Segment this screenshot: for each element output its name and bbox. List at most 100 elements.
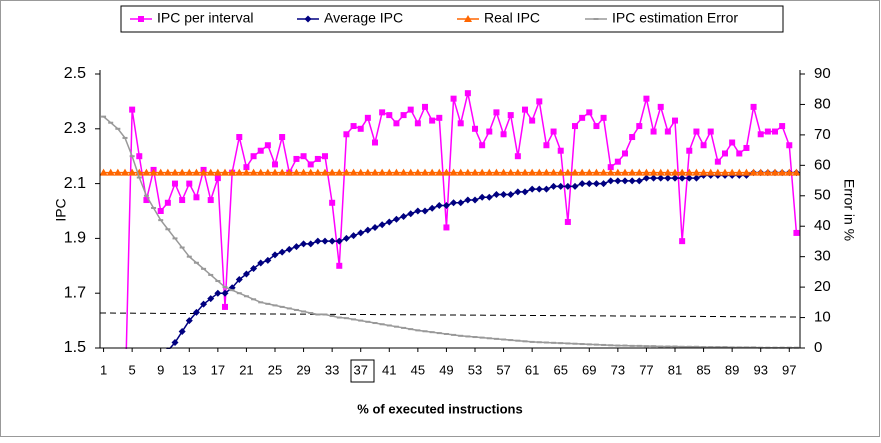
marker	[121, 168, 129, 176]
marker	[365, 320, 371, 323]
marker	[278, 168, 287, 176]
marker	[272, 161, 278, 168]
marker	[214, 175, 221, 182]
marker	[213, 168, 222, 176]
y2-tick-label: 60	[814, 156, 831, 173]
marker	[392, 215, 400, 223]
marker	[251, 298, 257, 301]
marker	[585, 180, 593, 188]
marker	[529, 340, 535, 343]
marker	[385, 218, 393, 226]
marker	[685, 174, 693, 182]
marker	[435, 202, 443, 210]
marker	[300, 153, 307, 160]
marker	[707, 128, 714, 135]
marker	[171, 339, 179, 347]
marker	[221, 168, 229, 176]
trend-line	[99, 312, 801, 318]
x-tick-label: 61	[525, 362, 539, 377]
marker	[356, 168, 365, 176]
marker	[136, 153, 143, 160]
marker	[492, 168, 501, 176]
marker	[285, 168, 294, 176]
marker	[379, 109, 386, 116]
marker	[642, 174, 650, 182]
marker	[414, 207, 422, 215]
marker	[242, 168, 251, 176]
marker	[600, 114, 607, 121]
marker	[551, 341, 557, 344]
marker	[486, 337, 492, 340]
x-tick-label: 21	[239, 362, 253, 377]
marker	[371, 223, 379, 231]
marker	[557, 147, 564, 154]
marker	[493, 337, 499, 340]
marker	[522, 340, 528, 343]
marker	[193, 194, 200, 201]
marker	[293, 308, 299, 311]
marker	[529, 117, 536, 124]
marker	[407, 106, 414, 113]
marker	[622, 344, 628, 347]
marker	[558, 342, 564, 345]
x-tick-label: 9	[157, 362, 164, 377]
y-tick-label: 1.9	[64, 230, 86, 247]
marker	[606, 168, 615, 176]
x-tick-label: 41	[382, 362, 396, 377]
marker	[643, 95, 650, 102]
marker	[321, 168, 329, 176]
marker	[378, 221, 386, 229]
marker	[614, 177, 622, 185]
marker	[535, 185, 543, 193]
marker	[178, 328, 186, 336]
marker	[579, 343, 585, 346]
marker	[722, 346, 728, 349]
marker	[307, 240, 315, 248]
marker	[122, 136, 128, 139]
marker	[571, 168, 579, 176]
marker	[665, 345, 671, 348]
marker	[793, 229, 800, 236]
marker	[428, 168, 437, 176]
y2-tick-label: 70	[814, 126, 831, 143]
marker	[599, 168, 608, 176]
marker	[607, 177, 615, 185]
marker	[392, 168, 401, 176]
marker	[201, 267, 207, 270]
marker	[650, 174, 658, 182]
marker	[550, 128, 557, 135]
marker	[357, 125, 364, 132]
marker	[413, 168, 422, 176]
marker	[171, 168, 179, 176]
marker	[299, 168, 308, 176]
marker	[301, 310, 307, 313]
x-tick-label: 33	[325, 362, 339, 377]
marker	[400, 212, 408, 220]
y-tick-label: 2.5	[64, 65, 86, 82]
marker	[664, 128, 671, 135]
marker	[671, 174, 679, 182]
marker	[593, 123, 600, 130]
marker	[701, 346, 707, 349]
marker	[264, 256, 272, 264]
marker	[442, 202, 450, 210]
x-tick-label: 97	[782, 362, 796, 377]
marker	[363, 168, 372, 176]
marker	[679, 345, 685, 348]
marker	[572, 123, 578, 130]
marker	[193, 261, 199, 264]
legend-label: IPC per interval	[157, 10, 253, 26]
marker	[364, 114, 371, 121]
plot-area	[100, 90, 801, 349]
marker	[342, 234, 350, 242]
marker	[728, 168, 737, 176]
marker	[206, 168, 215, 176]
marker	[286, 307, 292, 310]
marker	[549, 168, 558, 176]
marker	[458, 334, 464, 337]
marker	[263, 168, 272, 176]
marker	[151, 206, 157, 209]
marker	[464, 196, 472, 204]
marker	[450, 199, 458, 207]
